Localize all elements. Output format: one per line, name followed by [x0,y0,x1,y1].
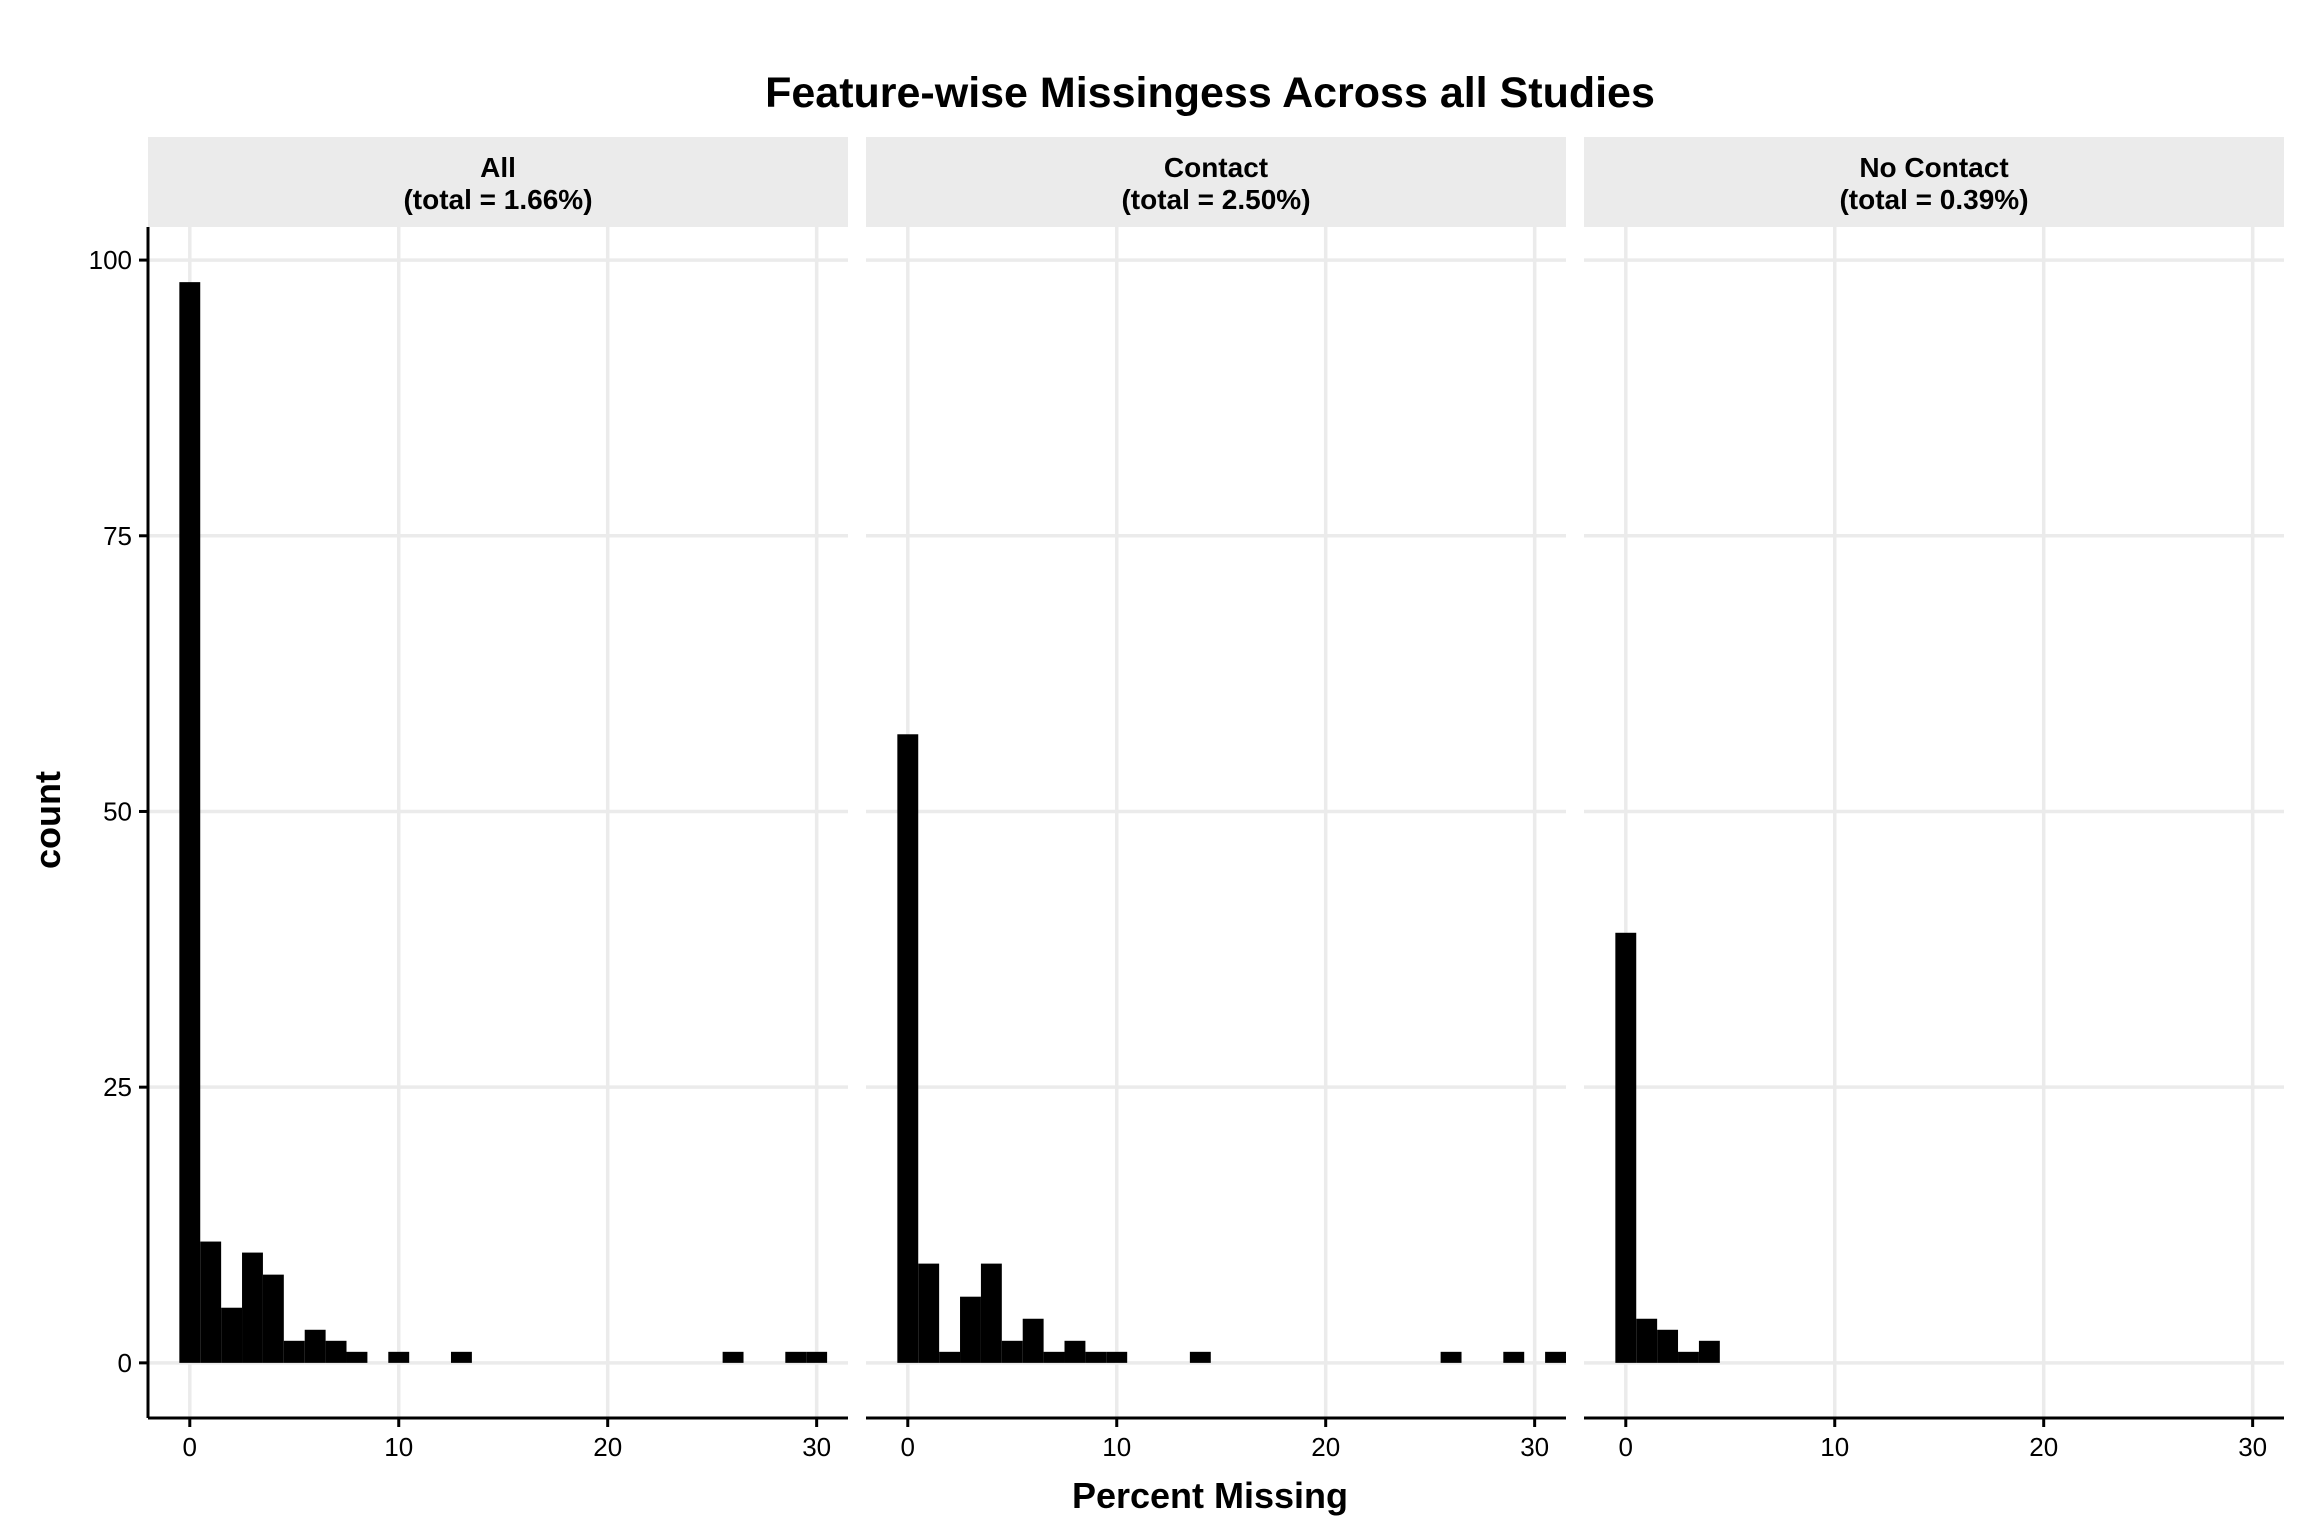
chart-title: Feature-wise Missingess Across all Studi… [765,69,1655,117]
histogram-bar [1189,1351,1211,1363]
histogram-bar [346,1351,368,1363]
histogram-bar [1043,1351,1065,1363]
histogram-bar [1698,1340,1720,1363]
y-tick-label: 25 [103,1072,132,1102]
y-axis-title: count [27,771,68,869]
histogram-bar [980,1263,1002,1363]
x-tick-label: 0 [901,1432,915,1462]
y-tick-label: 50 [103,796,132,826]
histogram-bar [1678,1351,1699,1363]
histogram-bar [1085,1351,1107,1363]
histogram-bar [722,1351,744,1363]
histogram-bar [283,1340,305,1363]
histogram-bar [1657,1329,1679,1363]
x-tick-label: 30 [1520,1432,1549,1462]
histogram-bar [939,1351,961,1363]
facet-strip [148,137,848,227]
histogram-bar [200,1241,222,1363]
y-tick-label: 0 [118,1348,132,1378]
y-tick-label: 75 [103,521,132,551]
histogram-bar [450,1351,472,1363]
facet-total-label: (total = 0.39%) [1839,184,2028,215]
x-tick-label: 10 [384,1432,413,1462]
histogram-bar [325,1340,347,1363]
x-axis-title: Percent Missing [1072,1475,1348,1516]
histogram-bar [262,1274,284,1363]
histogram-bar [304,1329,326,1363]
facet-label: All [480,152,516,183]
histogram-bar [785,1351,807,1363]
histogram-bar [1106,1351,1128,1363]
histogram-bar [1440,1351,1462,1363]
histogram-bar [1503,1351,1525,1363]
facet-strip [866,137,1566,227]
x-tick-label: 20 [2029,1432,2058,1462]
x-tick-label: 20 [1311,1432,1340,1462]
facet-total-label: (total = 2.50%) [1121,184,1310,215]
x-tick-label: 30 [2238,1432,2267,1462]
facet-panel-3: No Contact(total = 0.39%) 0 10 20 30 [1584,137,2284,1462]
facet-panel-1: All(total = 1.66%) 0 10 20 30 [148,137,848,1462]
histogram-bar [221,1307,243,1363]
histogram-bar [960,1296,981,1363]
histogram-bar [897,734,919,1363]
histogram-bar [1001,1340,1023,1363]
facet-panel-2: Contact(total = 2.50%) 0 10 20 30 [866,137,1566,1462]
y-tick-label: 100 [89,245,132,275]
histogram-bar [806,1351,828,1363]
histogram-bar [1636,1318,1658,1363]
x-tick-label: 0 [1619,1432,1633,1462]
facet-label: No Contact [1859,152,2008,183]
histogram-bar [918,1263,940,1363]
histogram-bar [179,282,201,1363]
facet-strip [1584,137,2284,227]
facet-total-label: (total = 1.66%) [403,184,592,215]
histogram-bar [1022,1318,1044,1363]
histogram-bar [388,1351,410,1363]
histogram-bar [1545,1351,1566,1363]
x-tick-label: 10 [1102,1432,1131,1462]
y-axis: 0 25 50 75 100 [89,227,150,1418]
facet-label: Contact [1164,152,1268,183]
histogram-bar [242,1252,263,1363]
x-tick-label: 20 [593,1432,622,1462]
x-tick-label: 10 [1820,1432,1849,1462]
x-tick-label: 30 [802,1432,831,1462]
histogram-bar [1615,932,1637,1363]
x-tick-label: 0 [183,1432,197,1462]
histogram-bar [1064,1340,1086,1363]
